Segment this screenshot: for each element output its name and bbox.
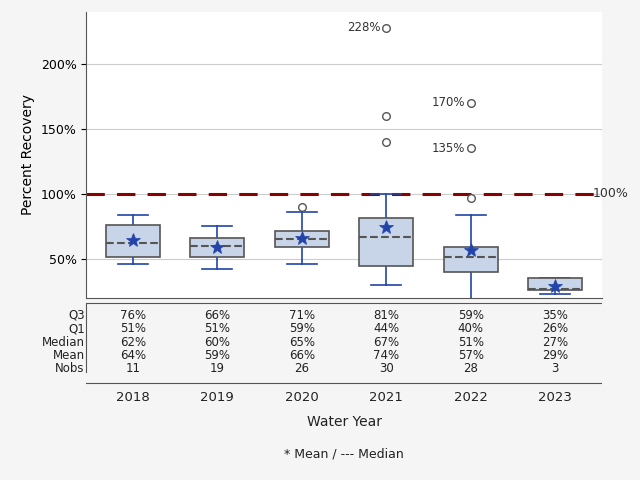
Text: 2021: 2021	[369, 391, 403, 404]
Text: 3: 3	[552, 362, 559, 375]
Text: 100%: 100%	[593, 187, 629, 200]
Text: 170%: 170%	[431, 96, 465, 109]
Text: 27%: 27%	[542, 336, 568, 348]
Text: 59%: 59%	[289, 322, 315, 335]
Text: 62%: 62%	[120, 336, 146, 348]
Text: 65%: 65%	[289, 336, 315, 348]
Text: 66%: 66%	[204, 309, 230, 322]
Text: 51%: 51%	[458, 336, 484, 348]
Text: 66%: 66%	[289, 349, 315, 362]
Text: 35%: 35%	[542, 309, 568, 322]
Text: 135%: 135%	[432, 142, 465, 155]
Text: 26: 26	[294, 362, 309, 375]
Text: 2019: 2019	[200, 391, 234, 404]
Text: 67%: 67%	[373, 336, 399, 348]
Text: 59%: 59%	[458, 309, 484, 322]
Text: 81%: 81%	[373, 309, 399, 322]
Text: 76%: 76%	[120, 309, 146, 322]
Bar	[275, 231, 329, 247]
Text: 2023: 2023	[538, 391, 572, 404]
Text: 11: 11	[125, 362, 140, 375]
Text: * Mean / --- Median: * Mean / --- Median	[284, 447, 404, 460]
Text: 28: 28	[463, 362, 478, 375]
Text: 44%: 44%	[373, 322, 399, 335]
Text: 228%: 228%	[347, 21, 381, 34]
Text: 64%: 64%	[120, 349, 146, 362]
Text: 51%: 51%	[120, 322, 146, 335]
Text: Mean: Mean	[52, 349, 84, 362]
Text: 59%: 59%	[204, 349, 230, 362]
Text: 60%: 60%	[204, 336, 230, 348]
Text: Median: Median	[42, 336, 84, 348]
Text: 2020: 2020	[285, 391, 319, 404]
Text: 40%: 40%	[458, 322, 484, 335]
Text: Q3: Q3	[68, 309, 84, 322]
Text: 51%: 51%	[204, 322, 230, 335]
Text: 2018: 2018	[116, 391, 150, 404]
Text: 74%: 74%	[373, 349, 399, 362]
Text: 19: 19	[210, 362, 225, 375]
Text: Water Year: Water Year	[307, 415, 381, 429]
Y-axis label: Percent Recovery: Percent Recovery	[21, 94, 35, 216]
Text: 2022: 2022	[454, 391, 488, 404]
Bar	[190, 238, 244, 257]
Text: 71%: 71%	[289, 309, 315, 322]
Text: 29%: 29%	[542, 349, 568, 362]
Bar	[359, 218, 413, 266]
Text: 57%: 57%	[458, 349, 484, 362]
Text: 30: 30	[379, 362, 394, 375]
Bar	[528, 278, 582, 290]
Text: 26%: 26%	[542, 322, 568, 335]
Bar	[444, 247, 498, 272]
Text: Nobs: Nobs	[55, 362, 84, 375]
Bar	[106, 225, 160, 257]
Text: Q1: Q1	[68, 322, 84, 335]
